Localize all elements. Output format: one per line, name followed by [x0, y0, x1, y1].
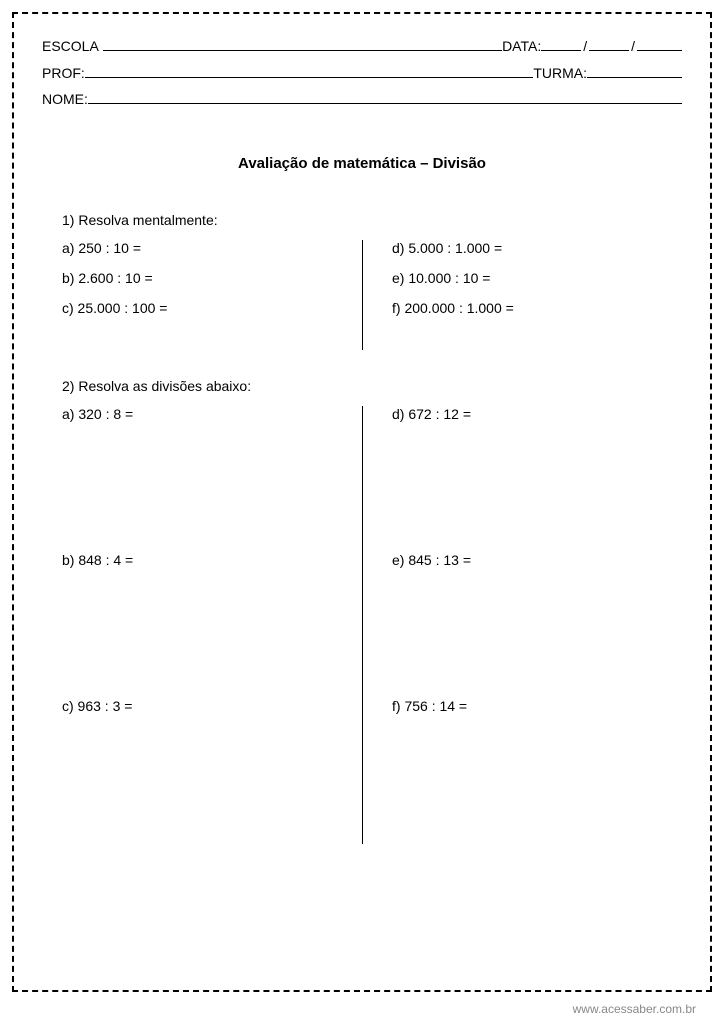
data-day-blank [541, 36, 581, 51]
nome-blank [88, 89, 682, 104]
q1-f: f) 200.000 : 1.000 = [392, 300, 662, 316]
q2-c: c) 963 : 3 = [62, 698, 342, 714]
q1-left-col: a) 250 : 10 = b) 2.600 : 10 = c) 25.000 … [62, 240, 362, 330]
escola-blank [103, 36, 502, 51]
data-month-blank [589, 36, 629, 51]
worksheet-title: Avaliação de matemática – Divisão [42, 155, 682, 172]
q2-divider [362, 406, 363, 844]
data-year-blank [637, 36, 682, 51]
turma-blank [587, 62, 682, 77]
nome-label: NOME: [42, 91, 88, 107]
q2-left-col: a) 320 : 8 = b) 848 : 4 = c) 963 : 3 = [62, 406, 362, 844]
prof-blank [85, 62, 534, 77]
q1-d: d) 5.000 : 1.000 = [392, 240, 662, 256]
header-row-1: ESCOLA DATA: / / [42, 36, 682, 54]
header-row-2: PROF: TURMA: [42, 62, 682, 80]
footer-url: www.acessaber.com.br [573, 1002, 696, 1016]
q2-d: d) 672 : 12 = [392, 406, 662, 422]
content-area: 1) Resolva mentalmente: a) 250 : 10 = b)… [42, 212, 682, 844]
q1-e: e) 10.000 : 10 = [392, 270, 662, 286]
escola-label: ESCOLA [42, 38, 99, 54]
q1-prompt: 1) Resolva mentalmente: [62, 212, 662, 228]
q2-f: f) 756 : 14 = [392, 698, 662, 714]
q1-c: c) 25.000 : 100 = [62, 300, 342, 316]
q2-a: a) 320 : 8 = [62, 406, 342, 422]
slash-1: / [581, 38, 589, 54]
q1-right-col: d) 5.000 : 1.000 = e) 10.000 : 10 = f) 2… [362, 240, 662, 330]
q2-columns: a) 320 : 8 = b) 848 : 4 = c) 963 : 3 = d… [62, 406, 662, 844]
prof-label: PROF: [42, 65, 85, 81]
q2-b: b) 848 : 4 = [62, 552, 342, 568]
q1-divider [362, 240, 363, 350]
q1-b: b) 2.600 : 10 = [62, 270, 342, 286]
turma-label: TURMA: [533, 65, 587, 81]
header-row-3: NOME: [42, 89, 682, 107]
q2-prompt: 2) Resolva as divisões abaixo: [62, 378, 662, 394]
q1-a: a) 250 : 10 = [62, 240, 342, 256]
slash-2: / [629, 38, 637, 54]
page-border: ESCOLA DATA: / / PROF: TURMA: NOME: Aval… [12, 12, 712, 992]
q1-columns: a) 250 : 10 = b) 2.600 : 10 = c) 25.000 … [62, 240, 662, 350]
data-label: DATA: [502, 38, 541, 54]
q2-e: e) 845 : 13 = [392, 552, 662, 568]
q2-right-col: d) 672 : 12 = e) 845 : 13 = f) 756 : 14 … [362, 406, 662, 844]
